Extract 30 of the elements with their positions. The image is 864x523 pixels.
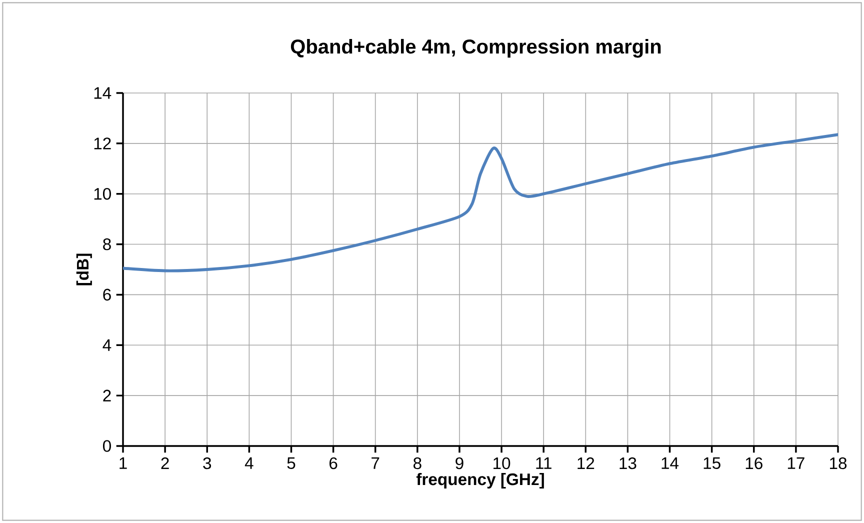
x-tick-label: 12 — [578, 457, 594, 469]
x-tick-label: 11 — [536, 457, 552, 469]
chart-title: Qband+cable 4m, Compression margin — [290, 38, 661, 58]
x-tick-label: 8 — [414, 457, 422, 470]
y-tick-label: 6 — [103, 288, 111, 301]
x-tick-label: 9 — [456, 457, 464, 470]
x-tick-label: 17 — [788, 457, 804, 469]
y-tick-label: 14 — [94, 87, 112, 99]
y-tick-label: 0 — [103, 440, 111, 452]
x-tick-label: 1 — [120, 457, 127, 469]
x-tick-label: 4 — [244, 457, 254, 469]
x-tick-label: 10 — [494, 457, 510, 470]
x-tick-label: 14 — [662, 457, 679, 469]
x-tick-label: 13 — [620, 457, 636, 470]
x-tick-label: 5 — [287, 457, 296, 469]
x-tick-label: 16 — [746, 457, 762, 470]
y-tick-label: 10 — [94, 188, 111, 200]
x-tick-label: 7 — [372, 457, 380, 469]
x-tick-label: 3 — [203, 457, 212, 470]
y-tick-label: 8 — [103, 238, 111, 250]
x-tick-label: 6 — [330, 457, 338, 470]
y-tick-label: 12 — [94, 138, 111, 150]
x-tick-label: 15 — [704, 457, 720, 469]
x-tick-label: 18 — [830, 457, 847, 470]
y-tick-label: 2 — [103, 390, 111, 402]
line-series — [123, 133, 838, 272]
y-tick-label: 4 — [102, 339, 112, 351]
x-axis-title: frequency [GHz] — [416, 472, 544, 489]
y-axis-title: [dB] — [76, 254, 92, 286]
x-tick-label: 2 — [161, 457, 169, 469]
